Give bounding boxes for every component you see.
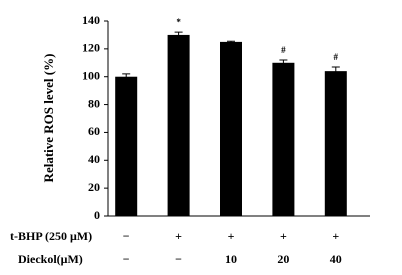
bar [167,34,190,216]
y-tick-label: 100 [82,68,100,82]
y-tick-label: 20 [88,180,100,194]
significance-mark: # [334,52,339,62]
y-tick-label: 140 [82,13,100,27]
y-tick-label: 0 [94,208,100,222]
treatment-level: 20 [277,252,289,266]
treatment-level: + [228,229,235,243]
error-bar [174,31,183,38]
significance-mark: * [176,17,181,27]
error-bar [279,59,288,66]
treatment-level: − [123,229,130,243]
treatment-level: − [175,252,182,266]
significance-mark: # [281,45,286,55]
treatment-level: + [280,229,287,243]
bar [115,76,138,216]
treatment-level: − [123,252,130,266]
treatment-level: + [175,229,182,243]
treatment-level: 10 [225,252,237,266]
bar [324,71,347,217]
treatment-level: 40 [330,252,342,266]
y-tick-label: 80 [88,96,100,110]
error-bar [122,73,131,80]
y-tick-label: 120 [82,41,100,55]
y-tick-label: 40 [88,152,100,166]
bar [272,62,295,217]
treatment-name: t-BHP (250 μM) [10,229,92,243]
error-bar [331,66,340,76]
treatment-level: + [332,229,339,243]
error-bar [227,40,235,43]
y-axis-label: Relative ROS level (%) [41,54,56,183]
treatment-name: Dieckol(μM) [18,252,83,266]
bar [220,41,242,217]
y-tick-label: 60 [88,124,100,138]
